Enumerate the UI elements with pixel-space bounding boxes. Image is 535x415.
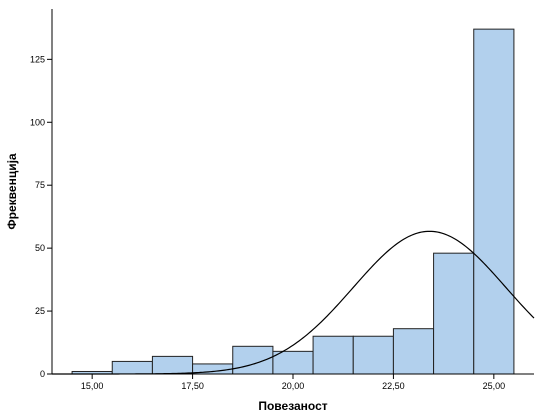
x-axis-title: Повезаност <box>258 399 327 413</box>
histogram-bar <box>433 252 475 375</box>
y-tick-label: 50 <box>35 243 45 253</box>
y-tick-label: 0 <box>40 369 45 379</box>
histogram-bar <box>232 345 274 375</box>
histogram-bar <box>111 360 153 375</box>
x-tick-label: 25,00 <box>483 381 506 391</box>
histogram-bar <box>312 335 354 375</box>
histogram-bar <box>151 355 194 375</box>
y-tick-label: 25 <box>35 306 45 316</box>
y-tick-label: 75 <box>35 180 45 190</box>
y-tick-label: 100 <box>30 117 45 127</box>
x-tick-label: 22,50 <box>382 381 405 391</box>
histogram-bar <box>352 335 394 375</box>
x-tick-label: 20,00 <box>282 381 305 391</box>
histogram-bar <box>272 350 314 375</box>
ticks-layer: 0 25 50 75 100 125 15,00 17,50 20,00 22,50 25,00 <box>30 54 505 391</box>
x-tick-label: 15,00 <box>81 381 104 391</box>
y-axis-title: Фреквенција <box>5 153 19 229</box>
histogram-bar <box>392 328 435 375</box>
y-tick-label: 125 <box>30 54 45 64</box>
x-tick-label: 17,50 <box>181 381 204 391</box>
bars-layer <box>71 28 515 375</box>
histogram-bar <box>473 28 515 375</box>
